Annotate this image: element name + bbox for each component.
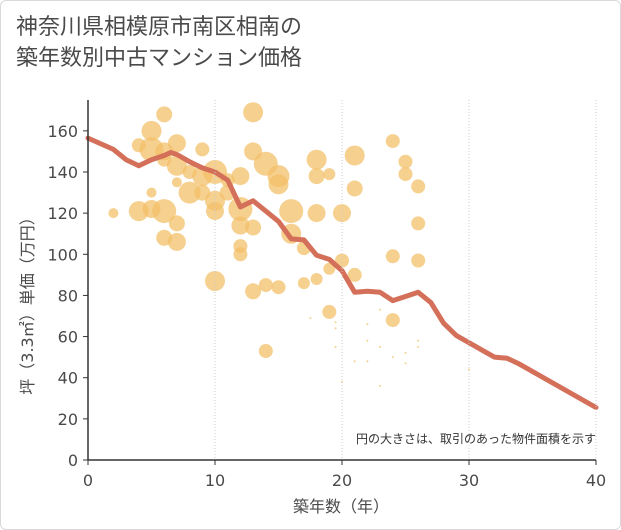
- data-point: [258, 344, 273, 358]
- data-point: [309, 317, 312, 320]
- data-point: [108, 208, 119, 219]
- tick-label-layer: 0 10 20 30 40 0 20 40 60 80 100 120 140 160: [47, 122, 606, 490]
- y-tick-label: 100: [47, 245, 78, 264]
- x-tick-label: 0: [83, 471, 93, 490]
- data-point: [167, 232, 186, 251]
- data-point: [167, 134, 186, 153]
- size-legend-note: 円の大きさは、取引のあった物件面積を示す: [356, 431, 596, 446]
- data-point: [391, 356, 394, 359]
- y-tick-label: 60: [58, 328, 78, 347]
- data-point: [306, 149, 327, 170]
- data-point: [404, 352, 407, 354]
- data-point: [231, 216, 250, 235]
- average-price-line: [85, 135, 599, 410]
- data-point: [231, 167, 250, 186]
- data-point: [297, 277, 310, 290]
- y-tick-label: 140: [47, 163, 78, 182]
- y-tick-label: 120: [47, 204, 78, 223]
- data-point: [233, 247, 248, 262]
- data-point: [258, 278, 273, 293]
- data-point: [308, 168, 325, 185]
- data-point: [171, 177, 182, 188]
- data-point: [385, 134, 400, 149]
- data-point: [323, 262, 336, 275]
- data-point: [243, 102, 264, 123]
- data-point: [178, 181, 201, 204]
- data-point: [322, 304, 337, 319]
- y-tick-label: 80: [58, 286, 78, 305]
- data-point: [385, 249, 400, 264]
- chart-title: 神奈川県相模原市南区相南の 築年数別中古マンション価格: [16, 12, 606, 74]
- y-tick-label: 20: [58, 410, 78, 429]
- data-point: [195, 142, 210, 157]
- data-point: [411, 216, 426, 231]
- data-point: [141, 120, 162, 141]
- average-line-layer: [85, 135, 599, 410]
- data-point: [366, 360, 369, 363]
- data-point: [245, 219, 262, 236]
- data-point: [344, 145, 365, 166]
- data-point: [379, 308, 382, 311]
- data-point: [366, 339, 369, 342]
- data-point: [323, 168, 336, 181]
- data-point: [334, 345, 337, 348]
- title-line-2: 築年数別中古マンション価格: [16, 46, 303, 71]
- x-axis-label: 築年数（年）: [293, 497, 389, 516]
- data-point: [168, 215, 185, 232]
- data-point: [398, 154, 413, 169]
- data-point: [385, 313, 400, 328]
- y-tick-label: 160: [47, 122, 78, 141]
- data-point: [268, 174, 289, 195]
- x-tick-label: 40: [586, 471, 606, 490]
- data-point: [347, 267, 362, 282]
- y-axis-label: 坪（3.3㎡）単価（万円）: [18, 209, 37, 394]
- data-point: [366, 323, 369, 326]
- data-point: [346, 180, 363, 197]
- data-point: [334, 327, 337, 330]
- data-point: [245, 283, 262, 300]
- data-point: [353, 360, 356, 363]
- data-point: [379, 345, 382, 348]
- data-point: [146, 187, 157, 198]
- x-tick-label: 20: [332, 471, 352, 490]
- y-tick-label: 40: [58, 369, 78, 388]
- y-tick-label: 0: [68, 451, 78, 470]
- data-point: [411, 253, 426, 268]
- x-tick-label: 10: [205, 471, 225, 490]
- title-line-1: 神奈川県相模原市南区相南の: [16, 15, 303, 40]
- data-point: [307, 204, 326, 223]
- data-point: [152, 199, 177, 224]
- x-tick-label: 30: [459, 471, 479, 490]
- bubble-layer: [108, 102, 470, 387]
- data-point: [417, 339, 420, 342]
- data-point: [279, 199, 304, 224]
- data-point: [398, 167, 413, 182]
- data-point: [335, 253, 349, 268]
- data-point: [379, 384, 382, 387]
- data-point: [333, 204, 351, 223]
- data-point: [166, 155, 187, 176]
- data-point: [310, 273, 323, 285]
- data-point: [411, 179, 426, 194]
- data-point: [417, 345, 420, 348]
- data-point: [404, 362, 407, 365]
- data-point: [156, 106, 173, 123]
- data-point: [334, 321, 337, 324]
- data-point: [271, 280, 286, 295]
